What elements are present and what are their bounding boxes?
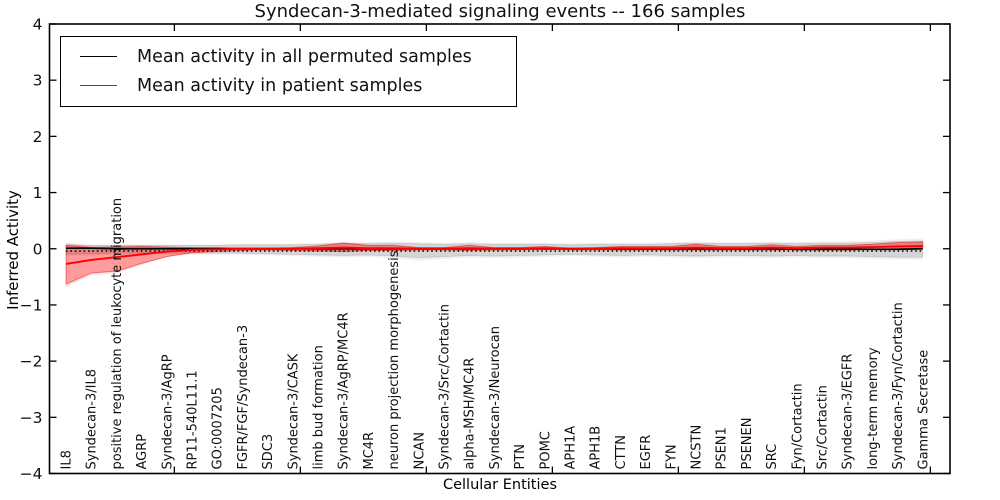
x-category-label: Src/Cortactin — [816, 385, 831, 469]
x-category-label: SRC — [765, 444, 780, 470]
y-tick-label: −2 — [20, 353, 43, 371]
x-category-label: alpha-MSH/MC4R — [463, 358, 478, 470]
patient-band-outer — [66, 241, 923, 288]
x-category-label: limb bud formation — [312, 345, 327, 469]
y-tick-label: −3 — [20, 409, 43, 427]
x-category-label: AGRP — [135, 434, 150, 470]
legend-line-sample-permuted — [80, 56, 117, 57]
x-category-label: APH1A — [564, 426, 579, 470]
legend: Mean activity in all permuted samples Me… — [60, 36, 517, 107]
y-tick-label: −4 — [20, 465, 43, 483]
x-category-label: long-term memory — [866, 347, 881, 469]
x-category-label: FYN — [664, 444, 679, 469]
y-tick-label: 3 — [33, 72, 43, 90]
x-category-label: GO:0007205 — [211, 387, 226, 469]
x-category-label: Syndecan-3/Src/Cortactin — [438, 304, 453, 470]
legend-item-patient: Mean activity in patient samples — [61, 71, 516, 100]
x-category-label: neuron projection morphogenesis — [387, 250, 402, 469]
x-category-label: Syndecan-3/EGFR — [841, 354, 856, 470]
x-category-label: Fyn/Cortactin — [790, 383, 805, 469]
y-tick-label: 1 — [33, 184, 43, 202]
x-category-label: PSENEN — [740, 418, 755, 470]
y-axis-label: Inferred Activity — [4, 190, 22, 310]
x-category-label: Syndecan-3/IL8 — [85, 369, 100, 469]
x-category-label: Syndecan-3/AgRP — [160, 354, 175, 469]
x-category-label: SDC3 — [261, 434, 276, 470]
x-category-label: NCAN — [412, 432, 427, 469]
x-category-label: APH1B — [589, 426, 604, 470]
x-category-label: CTTN — [614, 435, 629, 469]
x-category-label: positive regulation of leukocyte migrati… — [110, 198, 125, 470]
x-category-label: MC4R — [362, 432, 377, 470]
x-category-label: IL8 — [60, 450, 75, 469]
x-category-label: Syndecan-3/Neurocan — [488, 326, 503, 469]
y-tick-label: −1 — [20, 296, 43, 314]
x-category-label: Gamma Secretase — [916, 350, 931, 470]
legend-line-sample-patient — [80, 85, 117, 86]
x-category-label: FGFR/FGF/Syndecan-3 — [236, 325, 251, 470]
x-category-label: Syndecan-3/CASK — [286, 353, 301, 469]
x-category-label: Syndecan-3/Fyn/Cortactin — [891, 302, 906, 469]
x-category-label: NCSTN — [690, 425, 705, 470]
chart-title: Syndecan-3-mediated signaling events -- … — [254, 1, 746, 22]
x-axis-label: Cellular Entities — [442, 477, 558, 493]
y-tick-label: 4 — [33, 15, 43, 33]
x-category-label: PSEN1 — [715, 427, 730, 469]
x-category-label: PTN — [513, 444, 528, 470]
x-category-label: RP11-540L11.1 — [186, 370, 201, 469]
x-category-label: POMC — [538, 431, 553, 469]
legend-label-permuted: Mean activity in all permuted samples — [137, 46, 472, 67]
y-tick-label: 2 — [33, 128, 43, 146]
patient-mean-line — [65, 244, 923, 265]
y-tick-label: 0 — [33, 240, 43, 258]
x-category-label: Syndecan-3/AgRP/MC4R — [337, 312, 352, 469]
legend-label-patient: Mean activity in patient samples — [137, 75, 423, 96]
legend-item-permuted: Mean activity in all permuted samples — [61, 42, 516, 71]
x-category-label: EGFR — [639, 435, 654, 470]
